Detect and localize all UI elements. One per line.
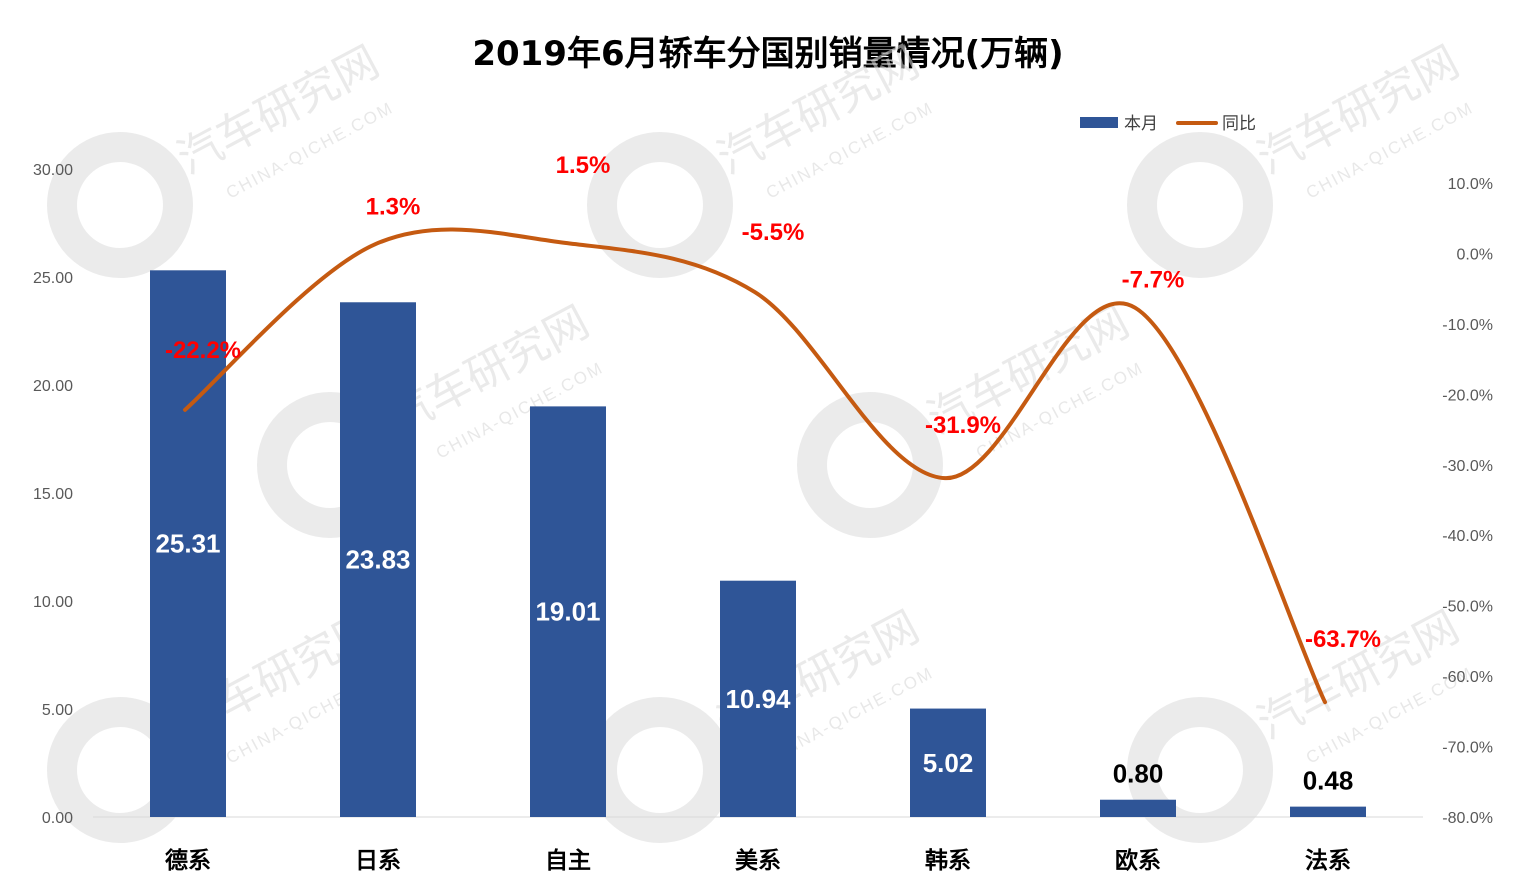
left-axis-tick-label: 30.00 — [33, 162, 73, 179]
yoy-value-label: -31.9% — [925, 412, 1001, 439]
yoy-value-label: -22.2% — [165, 337, 241, 364]
category-label: 法系 — [1305, 848, 1351, 874]
watermark-logo-icon — [587, 697, 733, 843]
bar — [720, 580, 796, 817]
right-axis-tick-label: -30.0% — [1442, 458, 1493, 475]
yoy-value-label: 1.3% — [366, 193, 421, 220]
category-label: 自主 — [545, 847, 591, 874]
bar-value-label: 10.94 — [725, 684, 791, 714]
watermark-logo-icon — [1127, 132, 1273, 278]
category-label: 韩系 — [925, 847, 971, 874]
bar — [340, 302, 416, 818]
watermark-logo-icon — [587, 132, 733, 278]
bar-value-label: 0.80 — [1113, 759, 1164, 789]
right-axis-tick-label: -50.0% — [1442, 599, 1493, 616]
bar — [530, 406, 606, 817]
category-label: 欧系 — [1115, 848, 1161, 874]
right-axis-tick-label: -10.0% — [1442, 317, 1493, 334]
left-axis-tick-label: 25.00 — [33, 270, 73, 287]
category-label: 美系 — [735, 847, 781, 874]
right-axis-tick-label: -60.0% — [1442, 669, 1493, 686]
yoy-value-label: 1.5% — [556, 152, 611, 179]
left-axis-tick-label: 10.00 — [33, 594, 73, 611]
right-axis-tick-label: -20.0% — [1442, 387, 1493, 404]
left-axis-tick-label: 15.00 — [33, 486, 73, 503]
bar — [910, 708, 986, 817]
right-axis-tick-label: 10.0% — [1448, 176, 1493, 193]
yoy-value-label: -5.5% — [742, 219, 805, 246]
watermark-logo-icon — [47, 132, 193, 278]
right-axis-tick-label: 0.0% — [1457, 246, 1493, 263]
category-label: 德系 — [165, 847, 211, 874]
legend: 本月 同比 — [1080, 114, 1256, 134]
watermark-logo-icon — [1127, 697, 1273, 843]
right-axis-tick-label: -70.0% — [1442, 740, 1493, 757]
legend-swatch-bar — [1080, 117, 1118, 128]
bar-value-label: 0.48 — [1303, 766, 1354, 796]
chart-title: 2019年6月轿车分国别销量情况(万辆) — [472, 34, 1064, 74]
yoy-value-label: -7.7% — [1122, 267, 1185, 294]
legend-label: 同比 — [1222, 114, 1256, 134]
left-axis-tick-label: 0.00 — [42, 810, 73, 827]
right-axis-tick-label: -80.0% — [1442, 810, 1493, 827]
yoy-value-label: -63.7% — [1305, 626, 1381, 653]
category-label: 日系 — [355, 848, 401, 874]
left-axis-tick-label: 5.00 — [42, 702, 73, 719]
bar-value-label: 5.02 — [923, 748, 974, 778]
yoy-line — [183, 227, 1327, 705]
left-axis-tick-label: 20.00 — [33, 378, 73, 395]
bar — [150, 270, 226, 818]
bar — [1100, 799, 1176, 817]
watermark-logo-icon — [797, 392, 943, 538]
bar-value-label: 19.01 — [535, 597, 600, 627]
bar-value-label: 25.31 — [155, 529, 220, 559]
legend-label: 本月 — [1124, 114, 1158, 134]
bar-value-label: 23.83 — [345, 545, 410, 575]
bar — [1290, 806, 1366, 817]
right-axis-tick-label: -40.0% — [1442, 528, 1493, 545]
